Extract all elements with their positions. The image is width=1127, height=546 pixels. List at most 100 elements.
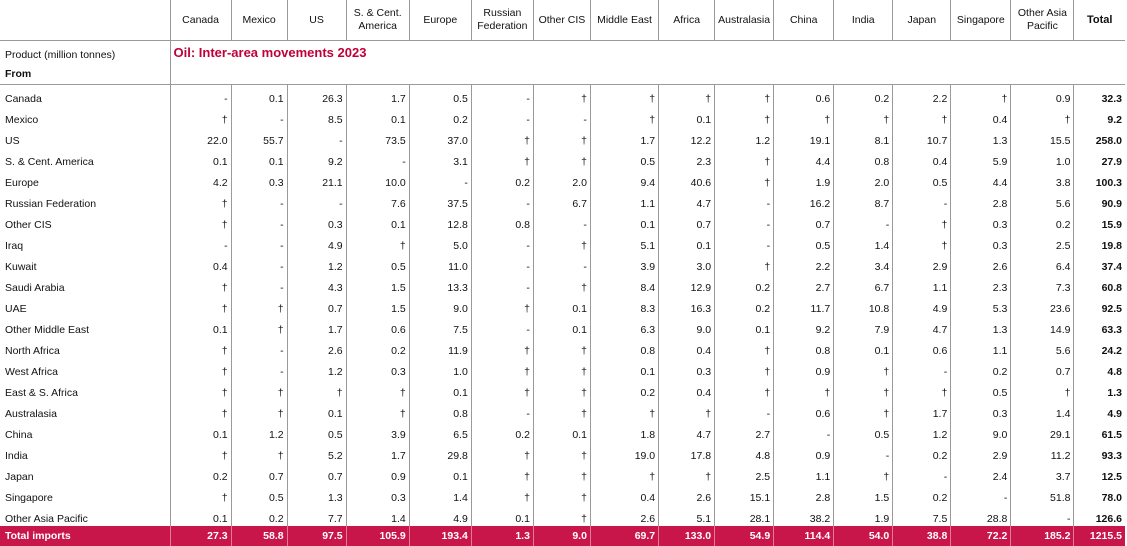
total-imports-cell: 54.0 (833, 526, 893, 546)
table-cell: † (833, 358, 893, 379)
table-cell: † (833, 463, 893, 484)
from-row-spacer (169, 64, 1125, 85)
table-cell: † (345, 379, 410, 400)
table-cell: 3.8 (1010, 169, 1074, 190)
table-cell: 0.8 (773, 337, 834, 358)
table-cell: 0.1 (169, 505, 232, 526)
from-row: From (0, 64, 1125, 85)
row-label: Mexico (5, 114, 39, 126)
table-cell: 0.2 (230, 505, 288, 526)
table-cell: † (169, 484, 232, 505)
row-label: Singapore (5, 492, 53, 504)
table-cell: 1.7 (589, 127, 659, 148)
table-cell: † (589, 84, 659, 106)
table-cell: 9.2 (286, 148, 347, 169)
table-cell: † (169, 400, 232, 421)
table-cell: 0.7 (286, 463, 347, 484)
table-cell: 7.5 (892, 505, 951, 526)
table-cell: † (470, 358, 534, 379)
table-cell: 0.1 (589, 358, 659, 379)
table-cell: 0.9 (773, 358, 834, 379)
row-total-cell: 92.5 (1073, 295, 1125, 316)
table-cell: † (532, 505, 591, 526)
table-cell: † (589, 106, 659, 127)
table-cell: † (892, 232, 951, 253)
table-cell: 38.2 (773, 505, 834, 526)
table-cell: 3.1 (408, 148, 472, 169)
column-header: Other CIS (532, 0, 591, 41)
table-cell: 0.7 (230, 463, 288, 484)
table-cell: † (230, 316, 288, 337)
table-cell: † (714, 337, 774, 358)
row-label: Europe (5, 177, 39, 189)
table-cell: † (532, 358, 591, 379)
table-cell: - (1010, 505, 1074, 526)
table-cell: 1.1 (589, 190, 659, 211)
total-imports-cell: 105.9 (345, 526, 410, 546)
table-cell: - (230, 106, 288, 127)
table-cell: 0.2 (950, 358, 1011, 379)
table-cell: 0.6 (773, 84, 834, 106)
table-cell: 9.0 (408, 295, 472, 316)
table-cell: 13.3 (408, 274, 472, 295)
table-cell: † (169, 337, 232, 358)
table-cell: 37.5 (408, 190, 472, 211)
row-label: S. & Cent. America (5, 156, 94, 168)
table-row: US 22.0 55.7-73.5 37.0 † † 1.7 12.2 1.2 19.1 8.1 10… (0, 127, 1125, 148)
table-cell: † (714, 169, 774, 190)
table-cell: 1.2 (892, 421, 951, 442)
row-total-cell: 19.8 (1073, 232, 1125, 253)
table-cell: - (532, 106, 591, 127)
table-cell: 2.7 (714, 421, 774, 442)
table-cell: † (532, 148, 591, 169)
table-cell: - (470, 274, 534, 295)
table-cell: 1.5 (833, 484, 893, 505)
column-header: India (833, 0, 893, 41)
table-cell: 11.2 (1010, 442, 1074, 463)
table-cell: 4.9 (286, 232, 347, 253)
table-cell: † (532, 232, 591, 253)
table-cell: 7.7 (286, 505, 347, 526)
table-cell: 1.4 (833, 232, 893, 253)
table-cell: 3.4 (833, 253, 893, 274)
table-cell: † (532, 274, 591, 295)
table-cell: 12.2 (658, 127, 715, 148)
table-cell: 0.5 (230, 484, 288, 505)
total-imports-label: Total imports (0, 526, 171, 546)
table-cell: † (169, 190, 232, 211)
table-cell: 10.0 (345, 169, 410, 190)
table-row: Other Middle East 0.1 † 1.7 0.6 7.5-0.1 6.3 9.0… (0, 316, 1125, 337)
row-label: US (5, 135, 20, 147)
total-imports-cell: 97.5 (286, 526, 347, 546)
table-cell: 6.5 (408, 421, 472, 442)
table-cell: 10.7 (892, 127, 951, 148)
table-cell: - (230, 190, 288, 211)
table-cell: 0.9 (773, 442, 834, 463)
column-header: Singapore (950, 0, 1011, 41)
table-cell: 51.8 (1010, 484, 1074, 505)
table-cell: 0.1 (286, 400, 347, 421)
table-cell: - (230, 358, 288, 379)
column-header: Africa (658, 0, 715, 41)
table-cell: 0.2 (470, 421, 534, 442)
table-cell: † (169, 358, 232, 379)
table-title: Oil: Inter-area movements 2023 (169, 40, 1125, 64)
row-label: Iraq (5, 240, 24, 252)
table-cell: - (714, 232, 774, 253)
table-row: Japan 0.2 0.7 0.7 0.9 0.1 † † † † 2.5 1.1 † -2.4 3.7 12… (0, 463, 1125, 484)
table-cell: † (950, 84, 1011, 106)
row-total-cell: 258.0 (1073, 127, 1125, 148)
row-label: East & S. Africa (5, 387, 78, 399)
table-cell: † (833, 379, 893, 400)
table-cell: 16.2 (773, 190, 834, 211)
table-cell: 1.2 (714, 127, 774, 148)
table-cell: † (470, 337, 534, 358)
table-cell: 11.0 (408, 253, 472, 274)
table-cell: - (230, 253, 288, 274)
table-cell: † (714, 253, 774, 274)
header-row: Canada Mexico US S. & Cent. America Europe Ru… (0, 0, 1125, 41)
table-cell: 2.2 (773, 253, 834, 274)
table-cell: 1.2 (286, 358, 347, 379)
table-cell: 0.1 (658, 106, 715, 127)
table-cell: 0.4 (169, 253, 232, 274)
